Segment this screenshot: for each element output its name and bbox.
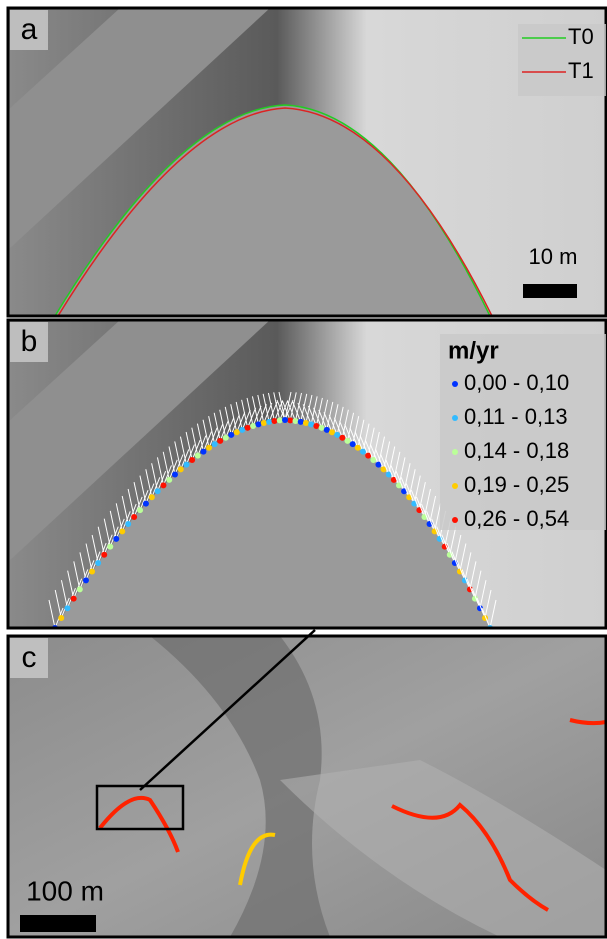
legend-dot <box>452 483 458 489</box>
legend-label: 0,14 - 0,18 <box>464 438 569 463</box>
legend-dot <box>452 517 458 523</box>
legend-label: T0 <box>568 24 594 49</box>
legend-title: m/yr <box>448 337 499 364</box>
panel-label: b <box>21 325 38 358</box>
panel-b <box>8 320 606 628</box>
legend-dot <box>452 381 458 387</box>
legend-dot <box>452 449 458 455</box>
panel-a <box>8 8 606 316</box>
panel-label: a <box>21 13 38 46</box>
scale-label: 100 m <box>26 875 104 906</box>
legend-label: 0,19 - 0,25 <box>464 472 569 497</box>
legend-dot <box>452 415 458 421</box>
legend-label: T1 <box>568 58 594 83</box>
legend-label: 0,11 - 0,13 <box>464 404 568 429</box>
legend: 0,00 - 0,10 0,11 - 0,13 0,14 - 0,18 0,19 - … <box>452 370 569 531</box>
scale-bar <box>523 284 577 298</box>
scale-bar <box>20 915 96 932</box>
scale-label: 10 m <box>529 244 578 269</box>
panel-label: c <box>22 641 37 674</box>
legend-label: 0,26 - 0,54 <box>464 506 569 531</box>
legend-label: 0,00 - 0,10 <box>464 370 569 395</box>
